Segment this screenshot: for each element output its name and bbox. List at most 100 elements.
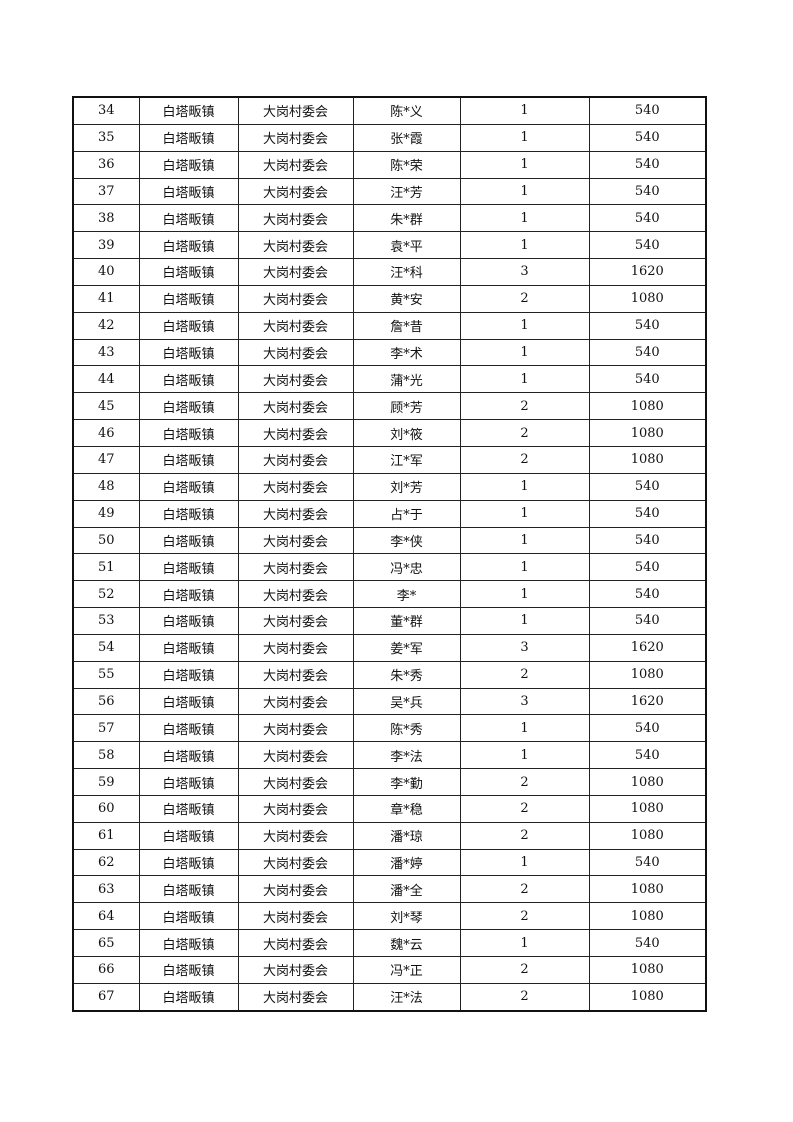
cell-town: 白塔畈镇 (138, 231, 239, 260)
cell-village: 大岗村委会 (237, 150, 354, 179)
cell-town: 白塔畈镇 (138, 96, 239, 125)
cell-amount: 540 (588, 580, 707, 609)
cell-name: 李*侠 (352, 526, 461, 555)
cell-count: 1 (459, 499, 590, 528)
cell-index: 47 (72, 445, 140, 474)
cell-town: 白塔畈镇 (138, 929, 239, 957)
cell-village: 大岗村委会 (237, 258, 354, 286)
table-row: 49 白塔畈镇 大岗村委会 占*于 1 540 (72, 499, 707, 528)
table-row: 35 白塔畈镇 大岗村委会 张*霞 1 540 (72, 123, 707, 152)
cell-amount: 540 (588, 848, 707, 877)
table-row: 47 白塔畈镇 大岗村委会 江*军 2 1080 (72, 445, 707, 474)
cell-town: 白塔畈镇 (138, 956, 239, 984)
cell-village: 大岗村委会 (237, 848, 354, 877)
cell-amount: 1080 (588, 445, 707, 474)
cell-town: 白塔畈镇 (138, 150, 239, 179)
cell-index: 49 (72, 499, 140, 528)
table-row: 57 白塔畈镇 大岗村委会 陈*秀 1 540 (72, 714, 707, 743)
cell-index: 54 (72, 633, 140, 662)
cell-village: 大岗村委会 (237, 365, 354, 394)
cell-index: 62 (72, 848, 140, 877)
table-row: 53 白塔畈镇 大岗村委会 董*群 1 540 (72, 607, 707, 635)
cell-index: 59 (72, 768, 140, 796)
cell-town: 白塔畈镇 (138, 365, 239, 394)
table-row: 52 白塔畈镇 大岗村委会 李* 1 540 (72, 580, 707, 609)
cell-village: 大岗村委会 (237, 956, 354, 984)
cell-village: 大岗村委会 (237, 284, 354, 313)
table-row: 51 白塔畈镇 大岗村委会 冯*忠 1 540 (72, 553, 707, 582)
table-row: 64 白塔畈镇 大岗村委会 刘*琴 2 1080 (72, 902, 707, 931)
cell-town: 白塔畈镇 (138, 472, 239, 501)
table-row: 45 白塔畈镇 大岗村委会 顾*芳 2 1080 (72, 392, 707, 421)
cell-amount: 1080 (588, 875, 707, 904)
cell-name: 冯*正 (352, 956, 461, 984)
cell-index: 46 (72, 419, 140, 447)
table-row: 67 白塔畈镇 大岗村委会 汪*法 2 1080 (72, 982, 707, 1012)
cell-name: 黄*安 (352, 284, 461, 313)
cell-name: 刘*芳 (352, 472, 461, 501)
cell-amount: 1080 (588, 902, 707, 931)
cell-amount: 540 (588, 526, 707, 555)
cell-count: 3 (459, 633, 590, 662)
cell-village: 大岗村委会 (237, 96, 354, 125)
cell-name: 陈*荣 (352, 150, 461, 179)
cell-name: 汪*科 (352, 258, 461, 286)
cell-town: 白塔畈镇 (138, 741, 239, 770)
cell-village: 大岗村委会 (237, 177, 354, 206)
cell-count: 2 (459, 392, 590, 421)
cell-town: 白塔畈镇 (138, 607, 239, 635)
cell-name: 李*法 (352, 741, 461, 770)
table-row: 55 白塔畈镇 大岗村委会 朱*秀 2 1080 (72, 660, 707, 689)
cell-amount: 1620 (588, 687, 707, 716)
cell-amount: 540 (588, 150, 707, 179)
cell-count: 1 (459, 848, 590, 877)
cell-name: 汪*法 (352, 982, 461, 1012)
cell-index: 41 (72, 284, 140, 313)
cell-index: 35 (72, 123, 140, 152)
cell-amount: 540 (588, 499, 707, 528)
cell-index: 36 (72, 150, 140, 179)
cell-name: 袁*平 (352, 231, 461, 260)
cell-village: 大岗村委会 (237, 768, 354, 796)
table-row: 41 白塔畈镇 大岗村委会 黄*安 2 1080 (72, 284, 707, 313)
cell-village: 大岗村委会 (237, 499, 354, 528)
table-row: 59 白塔畈镇 大岗村委会 李*勤 2 1080 (72, 768, 707, 796)
cell-town: 白塔畈镇 (138, 526, 239, 555)
cell-name: 陈*秀 (352, 714, 461, 743)
cell-village: 大岗村委会 (237, 902, 354, 931)
cell-index: 60 (72, 794, 140, 823)
cell-village: 大岗村委会 (237, 607, 354, 635)
cell-town: 白塔畈镇 (138, 982, 239, 1012)
cell-index: 56 (72, 687, 140, 716)
table-row: 44 白塔畈镇 大岗村委会 蒲*光 1 540 (72, 365, 707, 394)
cell-index: 40 (72, 258, 140, 286)
table-row: 58 白塔畈镇 大岗村委会 李*法 1 540 (72, 741, 707, 770)
cell-town: 白塔畈镇 (138, 821, 239, 850)
cell-name: 李* (352, 580, 461, 609)
cell-count: 3 (459, 258, 590, 286)
cell-village: 大岗村委会 (237, 687, 354, 716)
cell-village: 大岗村委会 (237, 419, 354, 447)
table-row: 34 白塔畈镇 大岗村委会 陈*义 1 540 (72, 96, 707, 125)
cell-amount: 1620 (588, 258, 707, 286)
cell-town: 白塔畈镇 (138, 284, 239, 313)
cell-count: 2 (459, 419, 590, 447)
cell-index: 57 (72, 714, 140, 743)
table-row: 36 白塔畈镇 大岗村委会 陈*荣 1 540 (72, 150, 707, 179)
cell-index: 39 (72, 231, 140, 260)
cell-amount: 540 (588, 177, 707, 206)
cell-index: 50 (72, 526, 140, 555)
cell-index: 64 (72, 902, 140, 931)
cell-amount: 1080 (588, 794, 707, 823)
cell-index: 53 (72, 607, 140, 635)
cell-count: 2 (459, 660, 590, 689)
cell-village: 大岗村委会 (237, 633, 354, 662)
cell-town: 白塔畈镇 (138, 553, 239, 582)
cell-count: 1 (459, 177, 590, 206)
cell-village: 大岗村委会 (237, 123, 354, 152)
cell-index: 52 (72, 580, 140, 609)
cell-name: 董*群 (352, 607, 461, 635)
cell-name: 潘*婷 (352, 848, 461, 877)
cell-index: 66 (72, 956, 140, 984)
cell-amount: 540 (588, 607, 707, 635)
